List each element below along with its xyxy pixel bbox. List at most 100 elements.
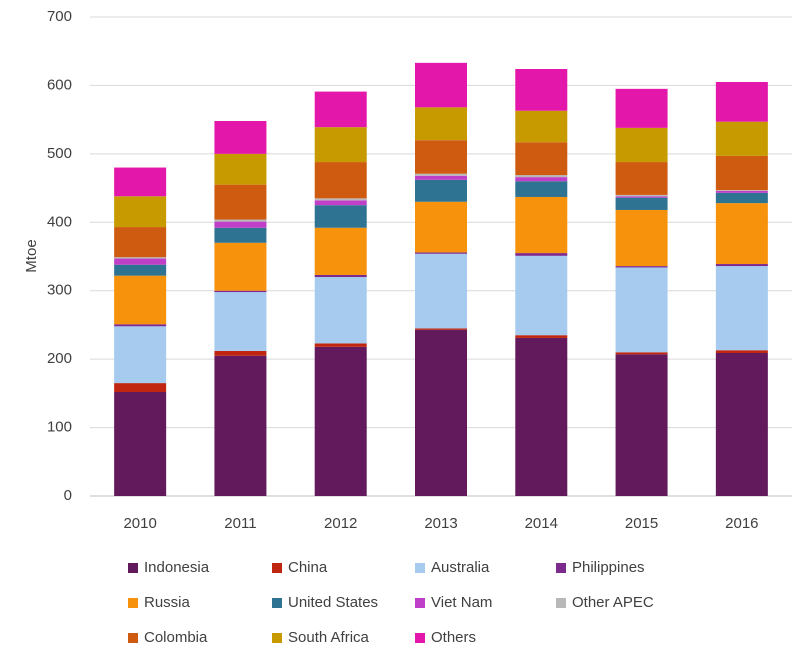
legend-swatch (128, 598, 138, 608)
x-tick-label: 2013 (424, 515, 457, 532)
bar-segment (314, 127, 367, 163)
bar-segment (415, 201, 467, 253)
bar-segment (615, 162, 668, 195)
bar-segment (415, 328, 467, 330)
y-tick-label: 500 (47, 145, 72, 162)
bar-segment (615, 267, 668, 353)
bar-segment (314, 91, 367, 128)
x-tick-label: 2016 (725, 515, 758, 532)
bar-segment (314, 227, 367, 275)
bar-segment (515, 181, 568, 197)
legend-swatch (128, 563, 138, 573)
bar-segment (214, 227, 267, 243)
bar-segment (515, 196, 568, 254)
legend-label: Other APEC (572, 594, 654, 611)
legend-label: Philippines (572, 559, 645, 576)
bar-segment (615, 209, 668, 267)
bar-segment (715, 190, 768, 191)
bar-segment (715, 350, 768, 353)
legend-swatch (415, 563, 425, 573)
bar-segment (314, 205, 367, 228)
bar-segment (715, 121, 768, 156)
bar-segment (314, 346, 367, 496)
y-tick-label: 400 (47, 213, 72, 230)
bar-segment (415, 173, 467, 176)
bar-segment (615, 127, 668, 163)
bar-segment (415, 329, 467, 496)
bar-segment (715, 266, 768, 351)
x-tick-label: 2012 (324, 515, 357, 532)
y-tick-label: 100 (47, 419, 72, 436)
bar-segment (314, 343, 367, 347)
legend-label: Colombia (144, 629, 208, 646)
x-tick-label: 2010 (123, 515, 156, 532)
legend-swatch (556, 598, 566, 608)
bar-segment (314, 198, 367, 201)
bar-segment (214, 221, 267, 228)
bar-segment (114, 275, 167, 325)
y-tick-label: 600 (47, 76, 72, 93)
legend-label: United States (288, 594, 378, 611)
bar-segment (114, 227, 167, 258)
legend-swatch (272, 598, 282, 608)
bar-segment (715, 155, 768, 191)
bar-segment (214, 121, 267, 154)
bar-segment (515, 142, 568, 176)
legend-label: Australia (431, 559, 490, 576)
legend-label: Others (431, 629, 476, 646)
bar-segment (314, 274, 367, 278)
y-tick-label: 0 (64, 487, 72, 504)
legend-swatch (128, 633, 138, 643)
legend-swatch (556, 563, 566, 573)
legend-label: Russia (144, 594, 191, 611)
bar-segment (715, 190, 768, 193)
bar-segment (615, 266, 668, 268)
bar-segment (214, 153, 267, 185)
bar-segment (515, 177, 568, 182)
bar-segment (415, 252, 467, 254)
bar-segment (114, 167, 167, 197)
bar-segment (214, 184, 267, 220)
bar-segment (515, 69, 568, 111)
legend-swatch (272, 633, 282, 643)
bar-segment (715, 352, 768, 496)
bar-segment (214, 355, 267, 496)
legend-swatch (415, 633, 425, 643)
bar-segment (415, 140, 467, 174)
bar-segment (715, 203, 768, 265)
x-tick-label: 2011 (224, 515, 256, 532)
bar-segment (214, 290, 267, 293)
bar-segment (314, 277, 367, 344)
bar-segment (615, 197, 668, 210)
bar-segment (615, 88, 668, 128)
bar-segment (515, 110, 568, 143)
bar-segment (615, 194, 668, 197)
bar-segment (515, 335, 568, 338)
bar-segment (114, 326, 167, 384)
bar-segment (415, 62, 467, 108)
bar-segment (615, 196, 668, 198)
legend-label: Viet Nam (431, 594, 492, 611)
y-tick-label: 700 (47, 8, 72, 25)
bar-segment (515, 253, 568, 256)
bar-segment (114, 196, 167, 228)
bar-segment (114, 324, 167, 327)
bar-segment (715, 264, 768, 267)
bar-segment (615, 352, 668, 355)
bar-segment (114, 258, 167, 265)
legend-label: China (288, 559, 328, 576)
bar-segment (114, 383, 167, 392)
bar-segment (214, 242, 267, 291)
legend-swatch (272, 563, 282, 573)
bar-segment (515, 255, 568, 336)
legend-label: South Africa (288, 629, 370, 646)
bar-segment (214, 292, 267, 351)
bar-segment (415, 175, 467, 180)
y-tick-label: 300 (47, 282, 72, 299)
bar-segment (615, 354, 668, 496)
bar-segment (214, 350, 267, 356)
bar-segment (114, 264, 167, 276)
legend-label: Indonesia (144, 559, 210, 576)
